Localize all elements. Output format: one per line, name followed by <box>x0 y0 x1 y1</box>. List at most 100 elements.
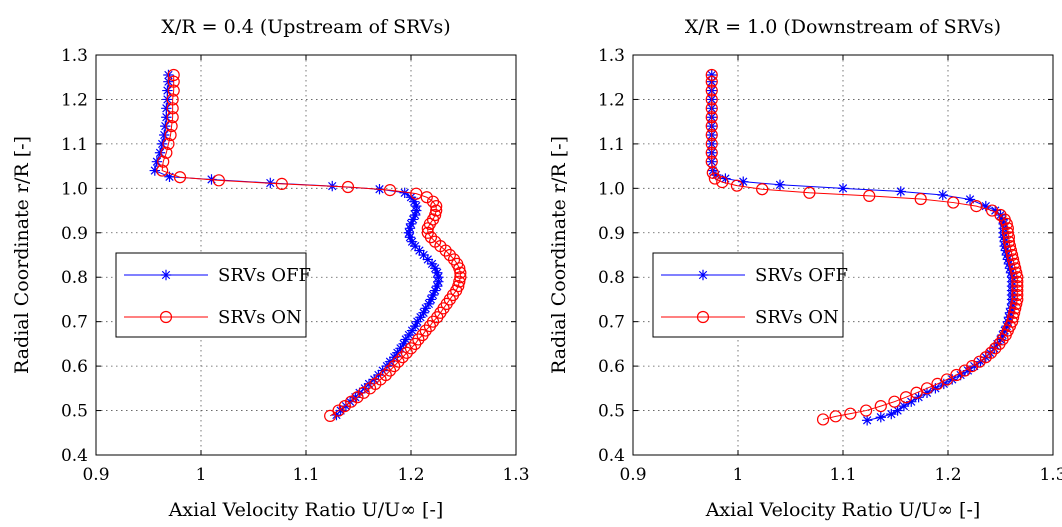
marker-circle <box>705 75 718 88</box>
y-tick-label: 1.0 <box>598 179 625 199</box>
marker-circle <box>430 204 443 217</box>
marker-circle <box>345 395 358 408</box>
marker-asterisk <box>340 400 352 412</box>
marker-circle <box>1003 240 1017 253</box>
marker-asterisk <box>969 360 980 372</box>
legend-label: SRVs OFF <box>218 265 311 286</box>
marker-circle <box>696 310 710 324</box>
y-tick-label: 1.0 <box>61 179 88 199</box>
marker-asterisk <box>861 415 873 426</box>
legend-box <box>652 252 844 338</box>
marker-circle <box>447 253 461 266</box>
marker-asterisk <box>906 396 917 407</box>
marker-asterisk <box>415 312 426 323</box>
y-tick-label: 1.1 <box>61 135 88 155</box>
marker-circle <box>1001 226 1014 239</box>
marker-asterisk <box>738 176 749 187</box>
marker-asterisk <box>403 227 415 238</box>
marker-circle <box>159 310 173 324</box>
marker-asterisk <box>774 179 786 190</box>
marker-asterisk <box>335 405 346 416</box>
marker-circle <box>454 266 467 279</box>
marker-asterisk <box>937 189 948 201</box>
marker-circle <box>705 137 718 150</box>
marker-asterisk <box>403 329 415 341</box>
marker-asterisk <box>156 138 168 150</box>
marker-circle <box>383 364 397 377</box>
marker-asterisk <box>412 316 423 327</box>
chart-title: X/R = 0.4 (Upstream of SRVs) <box>161 16 450 38</box>
marker-asterisk <box>898 400 910 412</box>
marker-asterisk <box>955 369 966 381</box>
marker-circle <box>166 93 179 106</box>
marker-asterisk <box>389 352 400 363</box>
series-srvs-on <box>705 68 1024 426</box>
marker-circle <box>998 213 1011 226</box>
marker-circle <box>888 395 901 408</box>
marker-circle <box>985 204 999 217</box>
marker-asterisk <box>875 412 886 423</box>
marker-circle <box>396 351 409 364</box>
x-axis-label: Axial Velocity Ratio U/U∞ [-] <box>168 499 444 521</box>
marker-circle <box>705 84 718 97</box>
marker-circle <box>357 386 370 399</box>
marker-asterisk <box>164 171 175 182</box>
marker-circle <box>429 208 442 222</box>
marker-circle <box>167 75 180 88</box>
marker-circle <box>984 346 998 359</box>
marker-asterisk <box>406 236 418 247</box>
y-axis-label: Radial Coordinate r/R [-] <box>11 136 33 374</box>
marker-circle <box>453 275 466 288</box>
marker-circle <box>429 235 442 248</box>
marker-asterisk <box>400 334 411 345</box>
marker-asterisk <box>895 186 906 197</box>
x-tick-label: 1 <box>733 465 744 485</box>
marker-asterisk <box>984 347 996 358</box>
marker-asterisk <box>997 329 1008 341</box>
marker-circle <box>167 84 180 97</box>
marker-circle <box>162 137 175 150</box>
marker-circle <box>443 248 456 262</box>
legend-label: SRVs ON <box>755 307 839 328</box>
marker-circle <box>341 180 355 194</box>
marker-circle <box>920 382 934 395</box>
marker-asterisk <box>344 396 356 407</box>
marker-asterisk <box>407 214 419 225</box>
marker-circle <box>419 324 432 337</box>
marker-asterisk <box>432 280 443 292</box>
marker-circle <box>803 186 816 199</box>
marker-asterisk <box>697 269 709 281</box>
marker-asterisk <box>429 263 441 274</box>
marker-circle <box>1002 235 1016 248</box>
marker-asterisk <box>710 169 722 181</box>
y-tick-label: 0.7 <box>61 313 88 333</box>
marker-circle <box>705 146 718 159</box>
marker-asterisk <box>975 356 986 367</box>
marker-asterisk <box>418 307 429 318</box>
marker-circle <box>167 68 180 82</box>
marker-circle <box>958 364 971 377</box>
y-tick-label: 1.2 <box>61 90 88 110</box>
marker-circle <box>730 179 744 192</box>
marker-circle <box>1006 311 1020 324</box>
marker-circle <box>1006 253 1020 266</box>
marker-circle <box>275 177 288 190</box>
marker-asterisk <box>892 405 903 416</box>
marker-circle <box>705 120 718 133</box>
x-tick-label: 1.3 <box>502 465 529 485</box>
marker-circle <box>970 200 983 213</box>
legend-box <box>115 252 307 338</box>
marker-circle <box>383 184 397 197</box>
marker-circle <box>421 226 434 239</box>
legend-label: SRVs ON <box>218 307 302 328</box>
marker-circle <box>863 189 876 202</box>
marker-asterisk <box>384 356 396 367</box>
marker-asterisk <box>995 334 1006 345</box>
marker-circle <box>412 333 425 346</box>
marker-circle <box>1008 306 1021 319</box>
axes-frame <box>632 54 1054 456</box>
marker-circle <box>400 346 413 359</box>
marker-circle <box>1010 297 1023 310</box>
x-tick-label: 1.2 <box>934 465 961 485</box>
marker-circle <box>392 355 405 368</box>
